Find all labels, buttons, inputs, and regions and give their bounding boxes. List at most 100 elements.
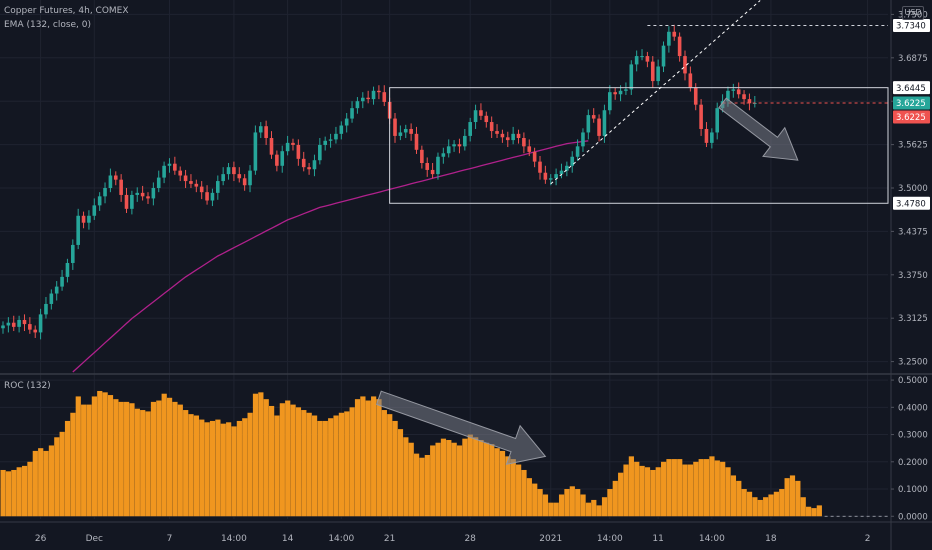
roc-tick-2: 0.3000	[898, 431, 928, 441]
candle-body-112	[602, 110, 607, 136]
candle-body-38	[205, 192, 209, 201]
candle-106	[570, 151, 575, 173]
candle-90	[484, 111, 489, 128]
candle-38	[205, 185, 209, 205]
roc-bar-51	[274, 415, 280, 517]
candle-4	[22, 314, 27, 332]
time-axis-labels: 26 Dec 7 14:00 14 14:00 21 28 2021 14:00 11 14:00 18…	[35, 534, 871, 544]
roc-bar-74	[397, 429, 404, 517]
candle-89	[479, 103, 483, 120]
ema-line	[72, 140, 589, 373]
candle-body-103	[554, 174, 558, 179]
candle-68	[366, 90, 370, 104]
candle-body-87	[468, 122, 472, 136]
candle-77	[414, 126, 419, 154]
roc-bar-42	[226, 422, 232, 517]
candle-8	[44, 297, 48, 319]
price-tick-3: 3.5625	[898, 141, 928, 151]
candle-20	[108, 168, 113, 193]
candle-121	[650, 56, 655, 89]
candle-body-59	[318, 144, 322, 161]
candle-73	[393, 113, 397, 143]
candle-body-17	[92, 205, 97, 216]
price-label-box-0	[893, 19, 930, 33]
candle-32	[173, 156, 177, 175]
candle-body-125	[672, 31, 677, 37]
candle-125	[672, 24, 677, 41]
roc-bar-83	[446, 440, 452, 517]
candle-body-136	[731, 89, 736, 91]
roc-bar-75	[403, 437, 409, 517]
roc-bar-50	[269, 405, 275, 517]
price-label-box-4	[893, 196, 930, 210]
candle-body-67	[360, 97, 365, 102]
candle-body-27	[146, 196, 150, 199]
roc-bar-130	[698, 459, 704, 517]
price-label-4: 3.4780	[893, 196, 930, 210]
roc-bar-99	[532, 483, 538, 517]
candle-25	[135, 187, 140, 202]
candle-88	[473, 104, 478, 129]
candle-97	[522, 132, 526, 154]
candle-27	[146, 192, 150, 204]
candle-body-33	[178, 170, 183, 176]
roc-bar-92	[494, 448, 500, 517]
trend-line	[550, 0, 761, 185]
candle-105	[565, 161, 569, 177]
roc-legend[interactable]: ROC (132)	[4, 381, 51, 391]
candle-51	[275, 150, 279, 172]
candle-61	[328, 133, 333, 148]
roc-bar-115	[618, 472, 624, 517]
candle-body-3	[17, 319, 21, 327]
roc-bar-23	[124, 401, 130, 517]
candle-body-86	[463, 135, 467, 147]
candle-body-60	[323, 140, 327, 145]
roc-bar-71	[381, 410, 387, 517]
roc-bar-1	[5, 471, 12, 517]
candlestick-series[interactable]	[1, 24, 757, 340]
roc-bar-108	[580, 494, 586, 517]
roc-bar-77	[413, 453, 420, 517]
candle-22	[119, 174, 123, 202]
candle-body-23	[124, 194, 129, 209]
candle-18	[97, 192, 102, 211]
candle-99	[532, 147, 537, 168]
candle-body-79	[425, 163, 430, 170]
candle-87	[468, 117, 472, 142]
candle-136	[731, 83, 736, 98]
time-label-10: 11	[652, 534, 663, 544]
price-tick-4: 3.5000	[898, 184, 928, 194]
candle-body-14	[76, 215, 80, 245]
price-tick-6: 3.3750	[898, 271, 928, 281]
roc-bar-126	[677, 459, 683, 517]
candle-94	[505, 131, 510, 148]
roc-bar-146	[784, 478, 790, 517]
candle-body-29	[156, 177, 161, 188]
roc-bar-76	[408, 442, 414, 517]
roc-histogram[interactable]	[0, 390, 889, 517]
candle-7	[38, 308, 43, 340]
candle-body-90	[484, 115, 489, 123]
roc-bar-9	[48, 445, 55, 517]
ema-legend[interactable]: EMA (132, close, 0)	[4, 20, 92, 30]
roc-bar-46	[247, 412, 253, 517]
roc-bar-30	[161, 393, 167, 517]
candle-body-121	[650, 61, 655, 82]
candle-body-97	[522, 138, 526, 147]
candle-93	[500, 129, 505, 143]
roc-bar-61	[328, 418, 334, 517]
candle-body-1	[6, 322, 11, 326]
price-label-2: 3.6225	[893, 96, 930, 110]
currency-button[interactable]: USD	[902, 6, 924, 20]
roc-bar-96	[516, 464, 522, 517]
symbol-legend[interactable]: Copper Futures, 4h, COMEX	[4, 6, 129, 16]
roc-bar-89	[478, 440, 484, 517]
roc-bar-85	[456, 445, 463, 517]
roc-bar-32	[172, 401, 178, 517]
candle-62	[334, 126, 338, 144]
candle-85	[457, 138, 462, 154]
candle-48	[258, 122, 263, 139]
drawing-tools[interactable]	[375, 0, 889, 465]
price-label-box-1	[893, 81, 930, 95]
